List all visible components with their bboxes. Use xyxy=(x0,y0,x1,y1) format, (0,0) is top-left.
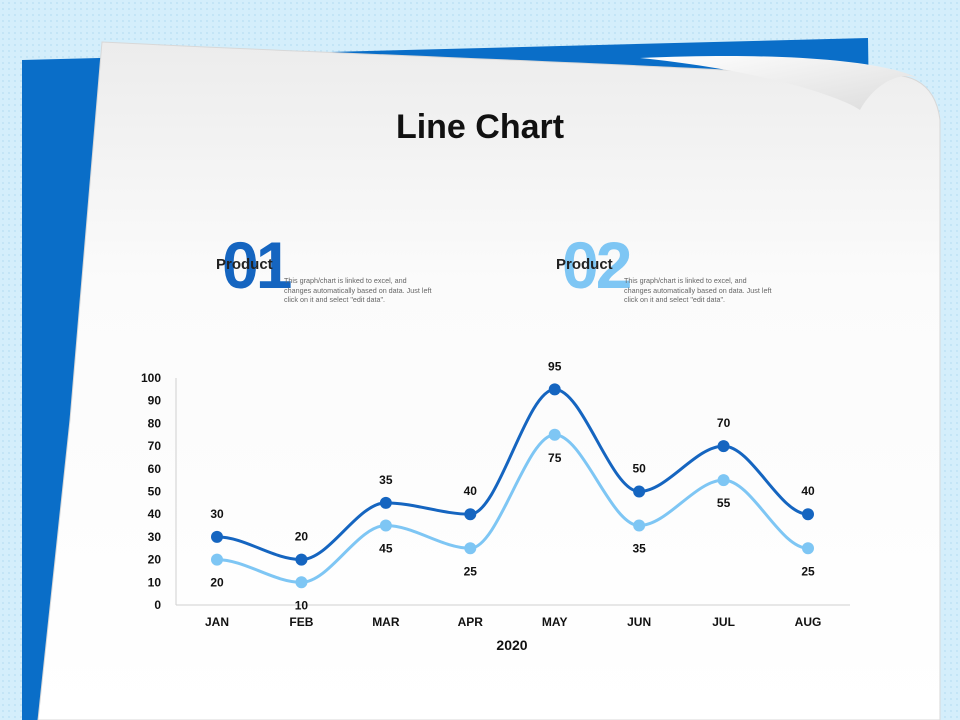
legend-product-1: 01 Product This graph/chart is linked to… xyxy=(216,232,462,308)
series-1-data-label: 70 xyxy=(717,416,731,430)
series-1-data-label: 40 xyxy=(801,484,815,498)
series-2-data-label: 35 xyxy=(632,542,646,556)
series-2-data-label: 10 xyxy=(295,598,309,612)
y-tick-label: 50 xyxy=(148,485,162,499)
series-1-data-label: 40 xyxy=(464,484,478,498)
series-2-data-label: 55 xyxy=(717,496,731,510)
y-tick-label: 90 xyxy=(148,394,162,408)
legend-number-2: 02 xyxy=(562,228,632,302)
series-2-line xyxy=(216,433,809,584)
legend-label-2: Product xyxy=(556,256,613,273)
series-1-point xyxy=(464,508,477,521)
series-2-data-label: 25 xyxy=(801,564,815,578)
series-2-data-label: 75 xyxy=(548,451,562,465)
series-2-point xyxy=(211,553,223,566)
series-2-point xyxy=(717,474,730,487)
series-2-point xyxy=(295,576,308,589)
y-tick-label: 80 xyxy=(148,416,162,430)
series-2-point xyxy=(548,428,561,441)
x-tick-label: MAR xyxy=(372,615,400,629)
x-tick-label: FEB xyxy=(289,615,313,629)
x-tick-label: JUN xyxy=(627,615,651,629)
x-tick-label: JAN xyxy=(205,615,229,629)
series-2-point xyxy=(379,519,392,532)
x-tick-label: APR xyxy=(458,615,484,629)
series-1-point xyxy=(295,553,308,566)
y-tick-label: 40 xyxy=(148,507,162,521)
legend-product-2: 02 Product This graph/chart is linked to… xyxy=(556,232,802,308)
series-2-data-label: 25 xyxy=(464,564,478,578)
y-tick-label: 70 xyxy=(148,439,162,453)
legend-description-2: This graph/chart is linked to excel, and… xyxy=(624,276,772,304)
series-1-data-label: 35 xyxy=(379,473,393,487)
series-1-line xyxy=(216,387,809,562)
x-tick-label: MAY xyxy=(542,615,568,629)
paper-curl xyxy=(640,56,918,110)
series-1-point xyxy=(379,496,392,509)
series-1-data-label: 30 xyxy=(210,507,224,521)
series-1-point xyxy=(211,530,223,543)
series-2-data-label: 20 xyxy=(210,576,224,590)
series-1-data-label: 95 xyxy=(548,359,562,373)
x-axis-title: 2020 xyxy=(496,637,527,653)
y-tick-label: 0 xyxy=(154,598,161,612)
series-1-point xyxy=(633,485,646,498)
y-tick-label: 60 xyxy=(148,462,162,476)
series-1-point xyxy=(717,440,730,453)
slide-title: Line Chart xyxy=(395,108,565,146)
series-2-data-label: 45 xyxy=(379,542,393,556)
x-tick-label: AUG xyxy=(795,615,822,629)
series-1-point xyxy=(802,508,814,521)
x-tick-label: JUL xyxy=(712,615,735,629)
y-tick-label: 20 xyxy=(148,553,162,567)
series-2-point xyxy=(464,542,477,555)
series-2-point xyxy=(802,542,814,555)
legend-number-1: 01 xyxy=(222,228,292,302)
y-tick-label: 100 xyxy=(141,371,161,385)
legend-label-1: Product xyxy=(216,256,273,273)
series-1-data-label: 20 xyxy=(295,530,309,544)
series-1-point xyxy=(548,383,561,396)
series-1-data-label: 50 xyxy=(632,462,646,476)
y-tick-label: 30 xyxy=(148,530,162,544)
legend-description-1: This graph/chart is linked to excel, and… xyxy=(284,276,432,304)
y-tick-label: 10 xyxy=(148,575,162,589)
series-2-point xyxy=(633,519,646,532)
